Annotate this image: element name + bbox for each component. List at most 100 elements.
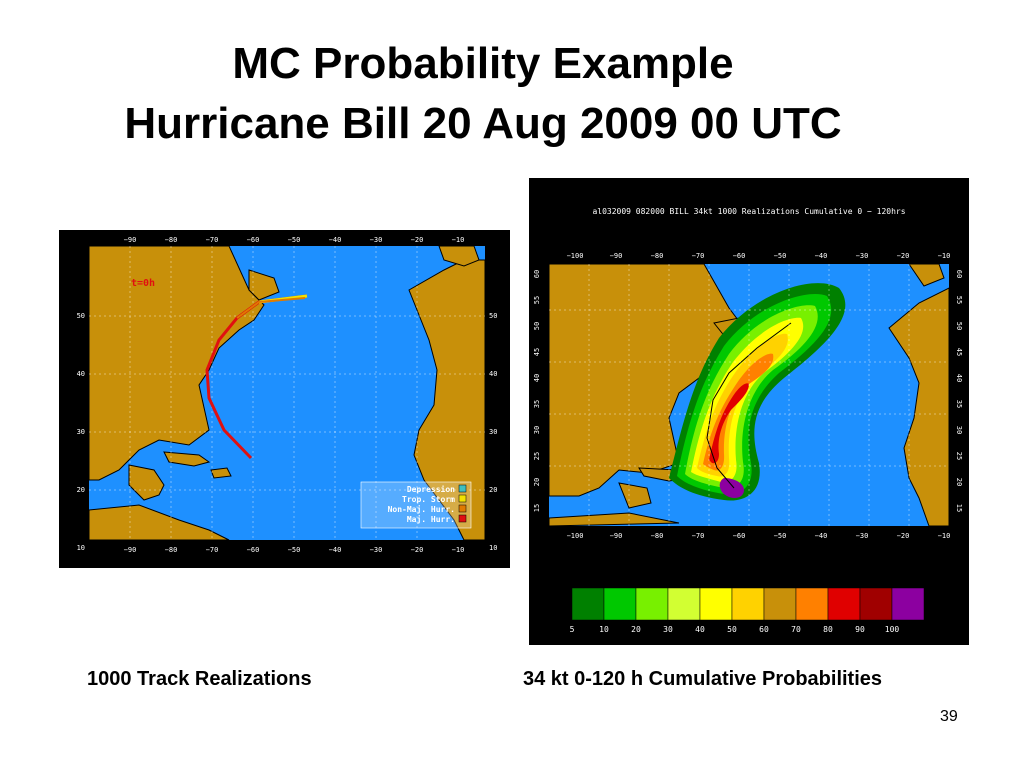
colorbar-swatch xyxy=(827,587,861,621)
lat-tick-label: 60 xyxy=(955,270,963,278)
lat-tick-label: 30 xyxy=(955,426,963,434)
lon-tick-label: −70 xyxy=(206,236,219,244)
colorbar-swatch xyxy=(667,587,701,621)
landmasses xyxy=(548,263,950,527)
lat-tick-label: 20 xyxy=(77,486,85,494)
probability-swath xyxy=(669,283,846,501)
lat-tick-label: 50 xyxy=(489,312,497,320)
lon-tick-label: −60 xyxy=(247,236,260,244)
lat-tick-label: 25 xyxy=(955,452,963,460)
british-isles xyxy=(908,263,945,287)
legend-entry: Maj. Hurr. xyxy=(407,514,467,524)
legend-swatch xyxy=(458,484,467,493)
lon-tick-label: −70 xyxy=(206,546,219,554)
left-map-caption: 1000 Track Realizations xyxy=(87,668,312,690)
lon-tick-label: −90 xyxy=(610,532,623,540)
colorbar-swatch xyxy=(571,587,605,621)
lon-tick-label: −60 xyxy=(733,252,746,260)
lat-tick-label: 55 xyxy=(533,296,541,304)
colorbar-label: 20 xyxy=(631,625,641,634)
lat-tick-label: 20 xyxy=(533,478,541,486)
nova-scotia xyxy=(248,269,280,301)
probability-map-graphic: al032009 082000 BILL 34kt 1000 Realizati… xyxy=(533,207,963,634)
lat-tick-label: 20 xyxy=(489,486,497,494)
colorbar-swatch xyxy=(795,587,829,621)
latitude-labels: 50 50 40 40 30 30 20 20 10 10 xyxy=(77,312,498,552)
colorbar-swatch xyxy=(891,587,925,621)
lon-tick-label: −50 xyxy=(288,236,301,244)
legend-entry: Depression xyxy=(407,484,467,494)
cuba xyxy=(163,451,211,467)
lat-tick-label: 50 xyxy=(77,312,85,320)
lon-tick-label: −20 xyxy=(411,236,424,244)
probability-colorbar: 5 10 20 30 40 50 60 70 80 90 100 xyxy=(570,587,925,634)
south-america xyxy=(88,504,230,541)
lon-tick-label: −70 xyxy=(692,532,705,540)
legend-label: Non-Maj. Hurr. xyxy=(388,504,455,514)
right-map-caption: 34 kt 0-120 h Cumulative Probabilities xyxy=(523,668,883,690)
lon-tick-label: −40 xyxy=(329,546,342,554)
latitude-labels: 60 60 55 55 50 50 45 45 40 40 35 35 30 30 25 25 20 20 15 15 xyxy=(533,270,963,512)
lon-tick-label: −70 xyxy=(692,252,705,260)
slide-number: 39 xyxy=(940,708,958,725)
lon-tick-label: −80 xyxy=(651,532,664,540)
lon-tick-label: −10 xyxy=(452,236,465,244)
lon-tick-label: −10 xyxy=(452,546,465,554)
lon-tick-label: −10 xyxy=(938,252,951,260)
lon-tick-label: −40 xyxy=(815,252,828,260)
legend-entry: Non-Maj. Hurr. xyxy=(388,504,467,514)
lat-tick-label: 50 xyxy=(533,322,541,330)
lat-tick-label: 40 xyxy=(489,370,497,378)
colorbar-swatch xyxy=(603,587,637,621)
colorbar-label: 10 xyxy=(599,625,609,634)
lat-tick-label: 10 xyxy=(489,544,497,552)
lat-tick-label: 55 xyxy=(955,296,963,304)
colorbar-label: 30 xyxy=(663,625,673,634)
map-header: al032009 082000 BILL 34kt 1000 Realizati… xyxy=(592,207,905,216)
lon-tick-label: −100 xyxy=(567,252,584,260)
cumulative-probability-map: al032009 082000 BILL 34kt 1000 Realizati… xyxy=(529,178,969,645)
colorbar-swatch xyxy=(859,587,893,621)
lat-tick-label: 45 xyxy=(955,348,963,356)
lon-tick-label: −80 xyxy=(165,546,178,554)
lon-tick-label: −30 xyxy=(856,532,869,540)
legend-swatch xyxy=(458,504,467,513)
colorbar-label: 100 xyxy=(885,625,900,634)
lat-tick-label: 30 xyxy=(533,426,541,434)
lat-tick-label: 20 xyxy=(955,478,963,486)
colorbar-swatch xyxy=(699,587,733,621)
colorbar-label: 5 xyxy=(570,625,575,634)
lat-tick-label: 30 xyxy=(77,428,85,436)
lon-tick-label: −50 xyxy=(774,532,787,540)
lat-tick-label: 40 xyxy=(533,374,541,382)
lon-tick-label: −30 xyxy=(856,252,869,260)
time-label: t=0h xyxy=(131,278,155,289)
colorbar-label: 70 xyxy=(791,625,801,634)
europe-africa xyxy=(888,287,950,527)
colorbar-label: 40 xyxy=(695,625,705,634)
lon-tick-label: −100 xyxy=(567,532,584,540)
lon-tick-label: −90 xyxy=(124,546,137,554)
longitude-labels: −100 −100 −90 −90 −80 −80 −70 −70 −60 −60 −50 −50 −4… xyxy=(567,252,951,540)
slide-title-line-1: MC Probability Example xyxy=(232,39,734,88)
lat-tick-label: 35 xyxy=(955,400,963,408)
lon-tick-label: −80 xyxy=(651,252,664,260)
colorbar-label: 80 xyxy=(823,625,833,634)
lon-tick-label: −20 xyxy=(897,532,910,540)
lon-tick-label: −50 xyxy=(288,546,301,554)
lon-tick-label: −40 xyxy=(329,236,342,244)
yucatan xyxy=(128,464,165,501)
lat-tick-label: 25 xyxy=(533,452,541,460)
north-america xyxy=(548,263,745,497)
colorbar-swatch xyxy=(731,587,765,621)
legend-label: Depression xyxy=(407,484,455,494)
lat-tick-label: 60 xyxy=(533,270,541,278)
colorbar-swatch xyxy=(763,587,797,621)
colorbar-label: 60 xyxy=(759,625,769,634)
grid-lines xyxy=(89,246,485,540)
colorbar-label: 50 xyxy=(727,625,737,634)
slide-title-line-2: Hurricane Bill 20 Aug 2009 00 UTC xyxy=(124,99,842,148)
legend-label: Trop. Storm xyxy=(402,495,455,504)
track-realizations-map: t=0h −90 −90 −80 −80 −70 −70 −60 −60 −50 −50 −40 −4… xyxy=(59,230,510,568)
